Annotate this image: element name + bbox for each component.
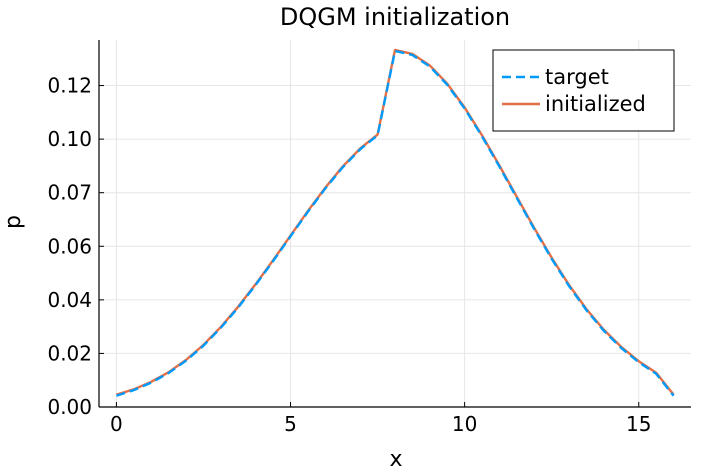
series-line-initialized — [116, 48, 675, 396]
legend-label-target: target — [545, 65, 609, 89]
legend-label-initialized: initialized — [545, 92, 646, 116]
x-tick-label: 10 — [452, 412, 477, 436]
x-axis-label: x — [389, 447, 402, 471]
y-tick-label: 0.00 — [47, 395, 92, 419]
y-tick-label: 0.10 — [47, 127, 92, 151]
series-group — [116, 48, 675, 397]
legend: target initialized — [492, 49, 675, 132]
y-axis-ticks: 0.00 0.02 0.04 0.06 0.07 0.10 0.12 — [47, 74, 104, 419]
chart-title: DQGM initialization — [280, 3, 510, 31]
y-tick-label: 0.06 — [47, 234, 92, 258]
legend-box — [492, 49, 675, 132]
x-tick-label: 15 — [626, 412, 651, 436]
y-axis-label: p — [1, 215, 26, 229]
x-tick-label: 0 — [110, 412, 123, 436]
x-tick-label: 5 — [284, 412, 297, 436]
y-tick-label: 0.12 — [47, 74, 92, 98]
y-tick-label: 0.04 — [47, 288, 92, 312]
y-tick-label: 0.07 — [47, 181, 92, 205]
y-tick-label: 0.02 — [47, 341, 92, 365]
x-axis-ticks: 0 5 10 15 — [110, 402, 651, 436]
